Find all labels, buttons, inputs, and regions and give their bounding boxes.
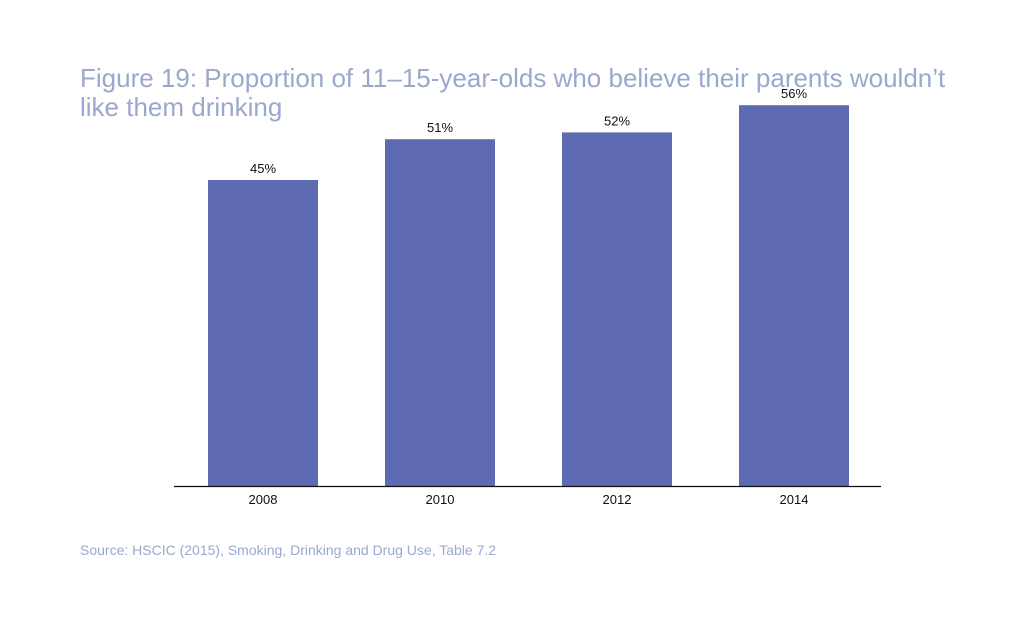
bar-2008 <box>208 180 318 486</box>
value-label-2012: 52% <box>604 113 630 128</box>
chart-title-line-1: Figure 19: Proportion of 11–15-year-olds… <box>80 63 946 93</box>
x-tick-label-2008: 2008 <box>249 492 278 507</box>
x-tick-label-2014: 2014 <box>780 492 809 507</box>
bar-2010 <box>385 139 495 486</box>
bars-group <box>208 105 849 486</box>
value-labels-group: 45% 51% 52% 56% <box>250 86 807 176</box>
bar-2012 <box>562 132 672 486</box>
x-tick-label-2010: 2010 <box>426 492 455 507</box>
chart-title-line-2: like them drinking <box>80 92 283 122</box>
x-tick-label-2012: 2012 <box>603 492 632 507</box>
value-label-2010: 51% <box>427 120 453 135</box>
x-tick-labels-group: 2008 2010 2012 2014 <box>249 492 809 507</box>
value-label-2014: 56% <box>781 86 807 101</box>
source-note: Source: HSCIC (2015), Smoking, Drinking … <box>80 542 497 558</box>
chart-title: Figure 19: Proportion of 11–15-year-olds… <box>80 64 980 122</box>
value-label-2008: 45% <box>250 161 276 176</box>
bar-2014 <box>739 105 849 486</box>
